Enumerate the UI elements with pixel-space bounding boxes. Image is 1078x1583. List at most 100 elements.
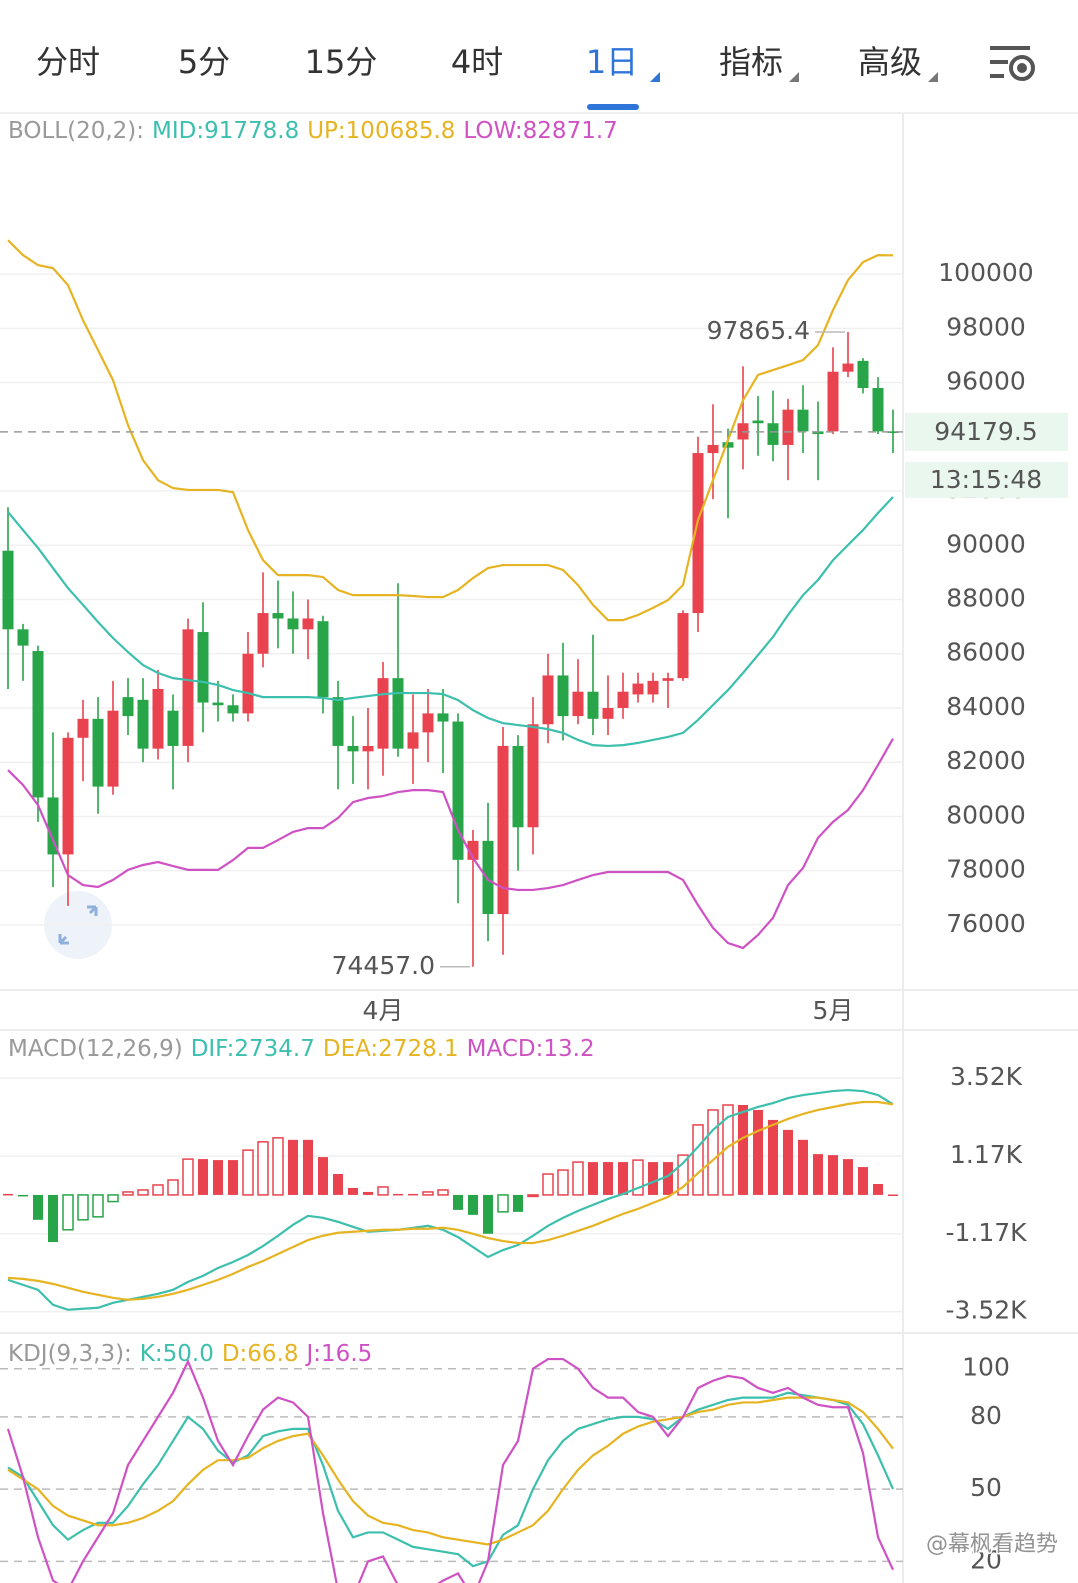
candle-body [167,710,179,746]
tab[interactable]: 高级 [858,43,922,81]
candle-body [32,651,44,798]
y-tick-label: 98000 [946,312,1026,341]
macd-bar [692,1124,704,1196]
legend-entry: MID:91778.8 [152,118,299,144]
candle-body [152,688,164,749]
macd-bar [572,1161,584,1196]
candle-body [92,718,104,787]
legend-indicator: MACD(12,26,9) [8,1036,183,1062]
candle-body [497,745,509,915]
indicator-line [7,1396,894,1546]
tab[interactable]: 指标 [719,43,783,81]
macd-bar [107,1194,119,1203]
candle-body [767,423,779,445]
indicator-line [7,1391,895,1568]
watermark: @幕枫看趋势 [926,1532,1058,1557]
legend: MACD(12,26,9) DIF:2734.7 DEA:2728.1 MACD:13… [8,1036,595,1062]
settings-icon[interactable] [990,46,1035,81]
y-tick-label: -3.52K [945,1296,1027,1325]
macd-bar [318,1157,328,1195]
dropdown-arrow [928,72,938,82]
tab[interactable]: 4时 [451,43,503,81]
macd-bar [242,1149,254,1196]
candle-body [647,680,659,695]
macd-bar [527,1194,539,1198]
candle-body [302,618,314,630]
candle-body [812,431,824,435]
macd-bar [738,1105,748,1195]
tab[interactable]: 分时 [36,43,100,81]
tab[interactable]: 15分 [305,43,378,81]
macd-bar [648,1162,658,1195]
candle-body [557,675,569,717]
candle-body [227,705,239,714]
extreme-label: 97865.4 [707,316,810,345]
macd-bar [198,1159,208,1195]
legend-entry: DIF:2734.7 [191,1036,315,1062]
macd-bar [677,1154,689,1196]
macd-bar [92,1194,104,1218]
candle-body [437,713,449,722]
y-tick-label: -1.17K [945,1218,1027,1247]
dropdown-arrow [650,72,660,82]
macd-bar [33,1194,43,1220]
candle-body [197,632,209,703]
macd-bar [497,1194,509,1213]
countdown-label: 13:15:48 [930,465,1042,494]
indicator-line [7,1088,894,1311]
candle-body [482,840,494,915]
macd-bar [422,1191,434,1196]
macd-bar [453,1194,463,1210]
macd-bar [182,1158,194,1196]
candle-body [842,363,854,372]
macd-bar [888,1194,898,1196]
macd-bar [48,1194,58,1243]
candle-body [542,675,554,725]
legend-entry: J:16.5 [305,1341,373,1367]
y-tick-label: 1.17K [950,1140,1023,1169]
macd-bar [707,1109,719,1196]
candle-body [872,387,884,432]
macd-bar [542,1173,554,1196]
countdown-box [905,461,1068,498]
candle-body [347,745,359,752]
candle-body [467,840,479,860]
legend-entry: MACD:13.2 [467,1036,595,1062]
macd-bar [513,1194,523,1212]
macd-bar [663,1162,673,1195]
y-tick-label: 76000 [946,909,1026,938]
icon-gear [1009,55,1035,81]
macd-bar [167,1179,179,1196]
candle-body [827,371,839,432]
macd-bar [783,1129,793,1195]
candle-body [452,721,464,860]
macd-bar [62,1194,74,1231]
macd-bar [333,1174,343,1195]
macd-bar [3,1193,13,1196]
candle-body [887,431,899,433]
expand-arrows [58,905,98,945]
candle-body [107,710,119,787]
candle-body [782,409,794,445]
macd-bar [377,1186,389,1196]
indicator-line [7,239,894,622]
y-tick-label: 100 [962,1353,1010,1382]
macd-bar [873,1183,883,1195]
extreme-label: 74457.0 [332,951,435,980]
candle-body [572,691,584,717]
y-tick-label: 100000 [938,258,1033,287]
candle-body [677,613,689,679]
tab[interactable]: 5分 [178,43,230,81]
macd-bar [632,1159,644,1196]
tab[interactable]: 1日 [586,43,638,81]
candle-body [287,618,299,630]
y-tick-label: 82000 [946,746,1026,775]
candle-body [632,683,644,695]
macd-bar [137,1189,149,1196]
candle-body [242,653,254,714]
macd-bar [603,1162,613,1195]
candle-body [407,732,419,749]
candle-body [512,745,524,828]
indicator-line [7,496,894,748]
